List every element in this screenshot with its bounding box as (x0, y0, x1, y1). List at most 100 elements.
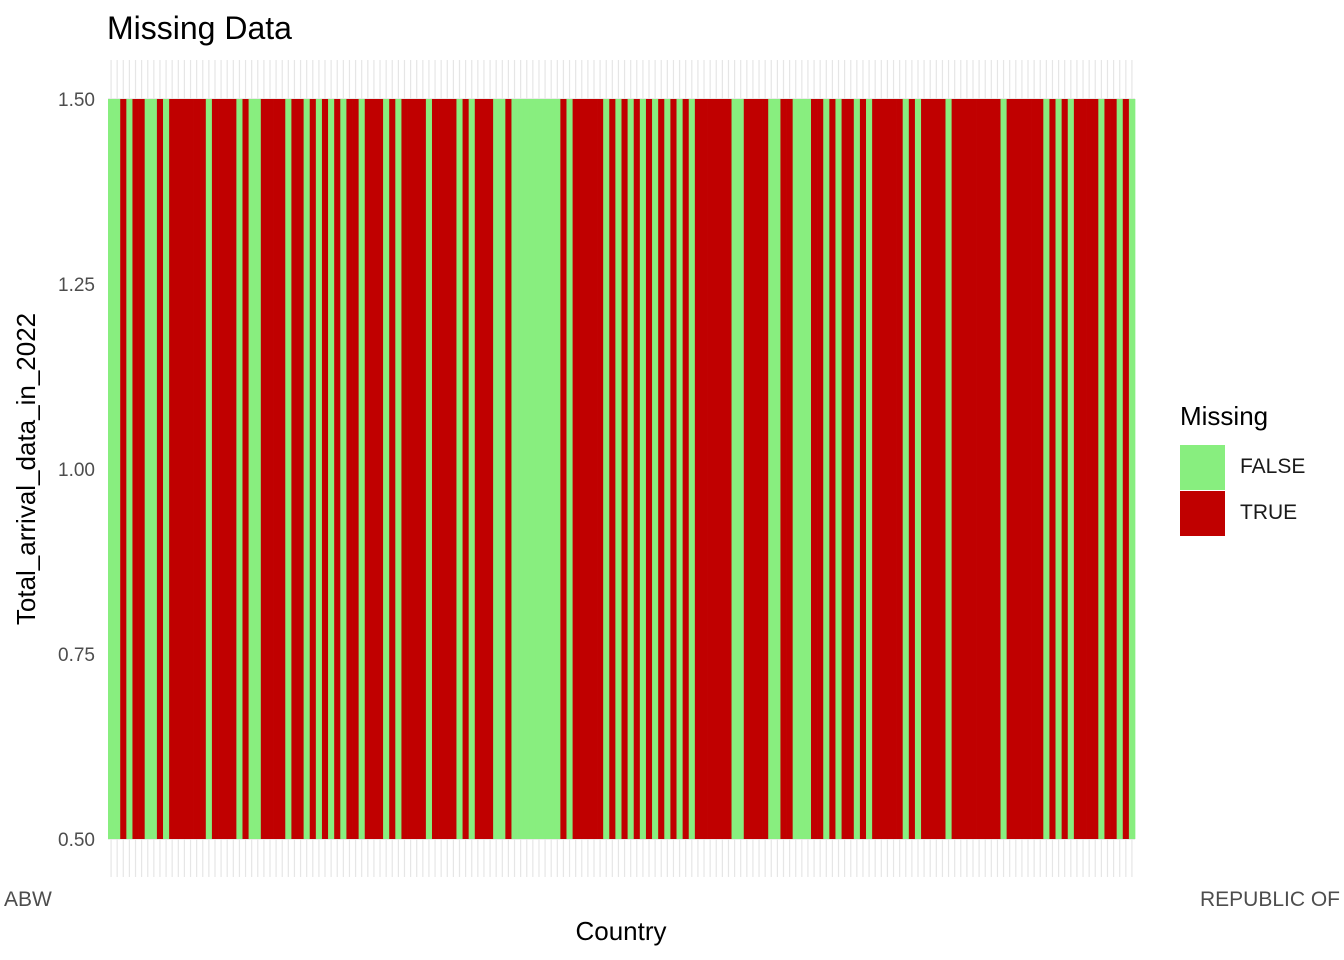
tile-114 (804, 99, 812, 839)
tile-130 (902, 99, 910, 839)
tile-40 (352, 99, 359, 839)
tile-142 (976, 99, 983, 839)
tile-6 (144, 99, 152, 839)
tile-115 (811, 99, 818, 839)
x-tick-label-last: REPUBLIC OF (1200, 888, 1340, 911)
tile-97 (700, 99, 708, 839)
tile-66 (511, 99, 518, 839)
tile-117 (823, 99, 830, 839)
x-axis-title: Country (575, 916, 666, 946)
y-tick-label: 1.25 (58, 275, 95, 296)
tile-137 (945, 99, 952, 839)
tile-151 (1031, 99, 1038, 839)
y-tick-label: 0.75 (58, 645, 95, 666)
tile-110 (780, 99, 787, 839)
tile-84 (621, 99, 628, 839)
tile-16 (205, 99, 213, 839)
tile-65 (505, 99, 512, 839)
tile-24 (254, 99, 262, 839)
tile-29 (285, 99, 292, 839)
tile-161 (1092, 99, 1099, 839)
tile-104 (743, 99, 751, 839)
tile-47 (395, 99, 402, 839)
tile-144 (988, 99, 995, 839)
tile-67 (517, 99, 525, 839)
tile-128 (890, 99, 897, 839)
tile-63 (493, 99, 500, 839)
tile-37 (334, 99, 341, 839)
tile-123 (859, 99, 867, 839)
cells-layer (108, 99, 1136, 839)
tile-145 (994, 99, 1001, 839)
legend-title: Missing (1180, 401, 1269, 431)
tile-121 (847, 99, 855, 839)
tile-80 (597, 99, 604, 839)
tile-68 (523, 99, 531, 839)
tile-62 (487, 99, 494, 839)
tile-64 (499, 99, 506, 839)
tile-146 (1000, 99, 1007, 839)
tile-149 (1018, 99, 1026, 839)
tile-106 (755, 99, 763, 839)
tile-85 (627, 99, 635, 839)
tile-39 (346, 99, 353, 839)
tile-93 (676, 99, 683, 839)
tile-12 (181, 99, 188, 839)
tile-157 (1067, 99, 1075, 839)
tile-4 (132, 99, 139, 839)
y-axis-ticks: 0.50 0.75 1.00 1.25 1.50 (58, 90, 95, 851)
y-tick-label: 1.50 (58, 90, 95, 111)
tile-9 (163, 99, 170, 839)
tile-152 (1037, 99, 1044, 839)
tile-148 (1012, 99, 1020, 839)
tile-162 (1098, 99, 1105, 839)
tile-13 (187, 99, 194, 839)
y-tick-label: 1.00 (58, 460, 95, 481)
tile-21 (236, 99, 243, 839)
tile-18 (218, 99, 225, 839)
x-tick-label-first: ABW (4, 888, 52, 911)
legend-label-true: TRUE (1240, 501, 1298, 524)
tile-35 (321, 99, 329, 839)
tile-111 (786, 99, 794, 839)
legend-item-true: TRUE (1180, 490, 1305, 536)
tile-38 (340, 99, 347, 839)
tile-140 (963, 99, 971, 839)
legend-item-false: FALSE (1180, 444, 1305, 490)
tile-10 (169, 99, 176, 839)
tile-31 (297, 99, 304, 839)
tile-75 (566, 99, 573, 839)
legend-key-false (1180, 444, 1225, 490)
tile-58 (462, 99, 470, 839)
tile-25 (260, 99, 268, 839)
chart-title: Missing Data (107, 10, 292, 46)
tile-138 (951, 99, 959, 839)
tile-156 (1061, 99, 1069, 839)
tile-133 (921, 99, 928, 839)
tile-86 (633, 99, 641, 839)
tile-30 (291, 99, 298, 839)
tile-98 (707, 99, 714, 839)
tile-79 (590, 99, 598, 839)
tile-91 (664, 99, 671, 839)
tile-143 (982, 99, 989, 839)
tile-116 (817, 99, 824, 839)
tile-120 (841, 99, 849, 839)
tile-11 (175, 99, 182, 839)
tile-7 (150, 99, 158, 839)
tile-33 (309, 99, 317, 839)
tile-70 (535, 99, 543, 839)
tile-103 (737, 99, 745, 839)
tile-90 (658, 99, 665, 839)
tile-165 (1116, 99, 1124, 839)
tile-153 (1043, 99, 1050, 839)
tile-17 (211, 99, 219, 839)
tile-5 (138, 99, 146, 839)
tile-155 (1055, 99, 1062, 839)
tile-76 (572, 99, 580, 839)
tile-113 (798, 99, 806, 839)
tile-3 (126, 99, 133, 839)
tile-20 (230, 99, 237, 839)
tile-48 (401, 99, 408, 839)
